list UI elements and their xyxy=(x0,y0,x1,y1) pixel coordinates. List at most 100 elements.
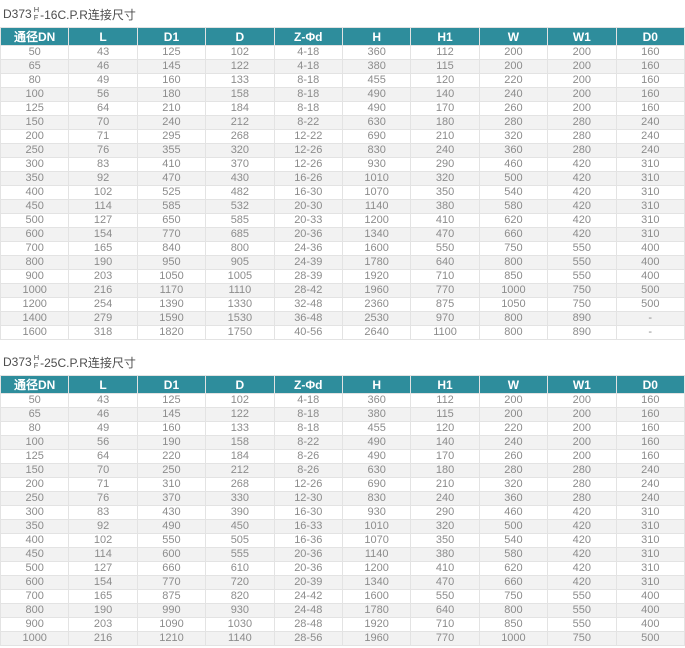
table-cell: 12-22 xyxy=(273,129,343,144)
column-header: L xyxy=(68,375,138,394)
table-cell: 102 xyxy=(68,185,138,200)
table-cell: 1330 xyxy=(205,297,275,312)
table-cell: 160 xyxy=(136,73,207,88)
table-cell: 890 xyxy=(547,325,617,340)
table-cell: 400 xyxy=(615,255,685,270)
table-cell: 600 xyxy=(0,575,70,590)
column-header: 通径DN xyxy=(0,375,70,394)
table-cell: 150 xyxy=(0,115,70,130)
table-cell: 770 xyxy=(410,631,480,646)
table-cell: 420 xyxy=(547,185,617,200)
table-cell: 310 xyxy=(615,519,685,534)
table-cell: 360 xyxy=(478,491,549,506)
table-cell: 1100 xyxy=(410,325,480,340)
table-cell: 170 xyxy=(410,449,480,464)
table-cell: 355 xyxy=(136,143,207,158)
table-row: 500 127 650 585 20-33 1200 410 620 420 310 xyxy=(0,213,685,228)
table-cell: 620 xyxy=(478,561,549,576)
column-header: Z-Φd xyxy=(273,27,343,46)
table-cell: 260 xyxy=(478,101,549,116)
table-cell: 430 xyxy=(205,171,275,186)
table-cell: 102 xyxy=(68,533,138,548)
table-cell: 700 xyxy=(0,589,70,604)
title-stack-top: H xyxy=(33,4,40,14)
table-cell: 800 xyxy=(0,603,70,618)
table-cell: 1390 xyxy=(136,297,207,312)
table-row: 600 154 770 720 20-39 1340 470 660 420 310 xyxy=(0,575,685,590)
table-cell: 250 xyxy=(136,463,207,478)
table-cell: 380 xyxy=(341,407,412,422)
table-cell: 1200 xyxy=(341,561,412,576)
table-cell: 490 xyxy=(341,101,412,116)
table-cell: 310 xyxy=(615,157,685,172)
table-cell: 1070 xyxy=(341,533,412,548)
column-header: W xyxy=(478,375,549,394)
table-cell: 125 xyxy=(0,449,70,464)
table-cell: 455 xyxy=(341,421,412,436)
table-cell: 150 xyxy=(0,463,70,478)
table-cell: 1960 xyxy=(341,631,412,646)
table-cell: 210 xyxy=(136,101,207,116)
table-cell: 490 xyxy=(136,519,207,534)
table-cell: 390 xyxy=(205,505,275,520)
table-cell: 240 xyxy=(478,87,549,102)
table-cell: 24-36 xyxy=(273,241,343,256)
table-cell: 800 xyxy=(478,311,549,326)
table-cell: 260 xyxy=(478,449,549,464)
table-cell: 279 xyxy=(68,311,138,326)
title-model-prefix: D373 xyxy=(3,355,32,369)
table-cell: 875 xyxy=(136,589,207,604)
table-cell: 70 xyxy=(68,115,138,130)
table-cell: 12-30 xyxy=(273,491,343,506)
table-cell: 12-26 xyxy=(273,143,343,158)
title-model-prefix: D373 xyxy=(3,7,32,21)
table-row: 400 102 525 482 16-30 1070 350 540 420 310 xyxy=(0,185,685,200)
table-row: 50 43 125 102 4-18 360 112 200 200 160 xyxy=(0,45,685,60)
table-cell: 318 xyxy=(68,325,138,340)
table-cell: 455 xyxy=(341,73,412,88)
table-cell: 200 xyxy=(547,407,617,422)
table-cell: 1400 xyxy=(0,311,70,326)
table-cell: 160 xyxy=(615,45,685,60)
table-cell: 310 xyxy=(615,171,685,186)
table-cell: 16-26 xyxy=(273,171,343,186)
table-cell: 140 xyxy=(410,435,480,450)
table-cell: 200 xyxy=(547,59,617,74)
table-cell: 290 xyxy=(410,157,480,172)
table-cell: 1340 xyxy=(341,575,412,590)
table-cell: 500 xyxy=(478,171,549,186)
table-cell: 165 xyxy=(68,589,138,604)
column-header: D xyxy=(205,375,275,394)
table-cell: 420 xyxy=(547,227,617,242)
table-cell: 1920 xyxy=(341,269,412,284)
table-cell: 800 xyxy=(478,603,549,618)
table-cell: 210 xyxy=(410,129,480,144)
table-cell: 280 xyxy=(547,115,617,130)
table-cell: 450 xyxy=(0,199,70,214)
table-cell: 1780 xyxy=(341,255,412,270)
table-cell: 102 xyxy=(205,45,275,60)
table-cell: 280 xyxy=(547,463,617,478)
table-cell: 92 xyxy=(68,171,138,186)
table-cell: 20-36 xyxy=(273,561,343,576)
table-cell: 500 xyxy=(478,519,549,534)
table-cell: 240 xyxy=(615,463,685,478)
table-cell: 750 xyxy=(547,283,617,298)
table-cell: 1050 xyxy=(478,297,549,312)
table-cell: 20-30 xyxy=(273,199,343,214)
table-cell: 295 xyxy=(136,129,207,144)
table-cell: 525 xyxy=(136,185,207,200)
table-cell: 540 xyxy=(478,533,549,548)
table-cell: 200 xyxy=(547,435,617,450)
table-cell: 620 xyxy=(478,213,549,228)
table-cell: 200 xyxy=(478,393,549,408)
table-cell: 505 xyxy=(205,533,275,548)
table-cell: 1920 xyxy=(341,617,412,632)
table-row: 80 49 160 133 8-18 455 120 220 200 160 xyxy=(0,421,685,436)
table-cell: 240 xyxy=(615,143,685,158)
table-cell: 410 xyxy=(410,213,480,228)
table-cell: 370 xyxy=(136,491,207,506)
table-cell: 400 xyxy=(615,603,685,618)
table-cell: 220 xyxy=(136,449,207,464)
table-cell: 420 xyxy=(547,171,617,186)
